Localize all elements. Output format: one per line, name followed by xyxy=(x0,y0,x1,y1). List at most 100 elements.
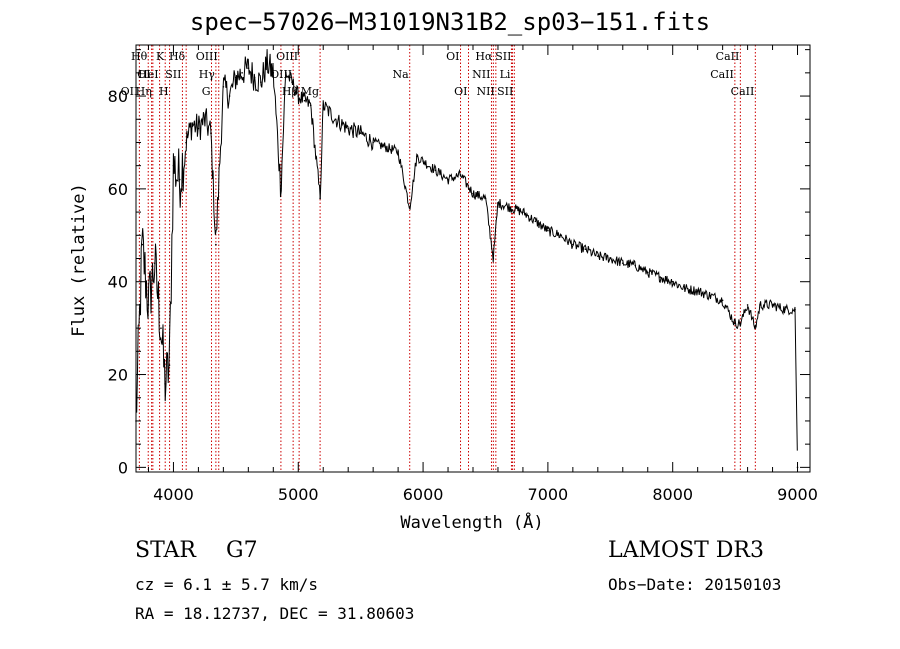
line-label: G xyxy=(202,85,211,98)
data-point xyxy=(215,243,217,246)
y-axis-label: Flux (relative) xyxy=(69,183,89,337)
object-class: STAR xyxy=(135,538,196,563)
y-tick-label: 0 xyxy=(118,458,128,477)
data-point xyxy=(422,160,424,162)
line-label: SII xyxy=(497,85,513,98)
line-label: Hγ xyxy=(199,68,216,81)
data-point xyxy=(172,164,175,167)
data-point xyxy=(347,127,349,130)
data-point xyxy=(303,99,306,102)
axis-ticks: 4000 5000 6000 7000 8000 9000 0 20 40 60 80 xyxy=(108,45,818,504)
data-point xyxy=(416,155,418,158)
data-point xyxy=(280,188,282,190)
line-label: Hθ xyxy=(131,50,148,63)
data-point xyxy=(397,150,399,153)
data-point xyxy=(319,197,321,199)
data-point xyxy=(559,234,562,237)
plot-frame xyxy=(135,44,811,473)
data-point xyxy=(334,118,337,121)
class-line: STAR G7 xyxy=(135,538,258,563)
data-point xyxy=(771,304,774,306)
data-point xyxy=(191,123,193,125)
data-point xyxy=(547,229,549,232)
line-label: SII xyxy=(495,50,511,63)
data-point xyxy=(784,308,786,311)
data-point xyxy=(646,271,649,274)
data-point xyxy=(164,383,166,385)
data-point xyxy=(322,104,325,107)
data-point xyxy=(746,304,749,306)
line-label: HeI xyxy=(138,68,158,81)
chart-title: spec−57026−M31019N31B2_sp03−151.fits xyxy=(189,8,711,36)
spectrum-series xyxy=(135,49,799,469)
line-markers xyxy=(138,45,756,472)
line-label: Li xyxy=(500,68,511,81)
data-point xyxy=(408,206,411,209)
data-point xyxy=(739,322,742,325)
data-point xyxy=(141,243,144,246)
line-label: SII xyxy=(165,68,181,81)
data-point xyxy=(734,322,736,325)
data-point xyxy=(509,206,512,209)
obs-date: Obs−Date: 20150103 xyxy=(608,575,782,594)
y-tick-label: 40 xyxy=(108,273,128,292)
data-point xyxy=(228,95,231,97)
data-point xyxy=(447,178,449,181)
data-point xyxy=(185,141,187,144)
data-point xyxy=(472,192,474,195)
line-label: OI xyxy=(137,68,150,81)
data-point xyxy=(222,85,225,88)
data-point xyxy=(621,262,624,264)
data-point xyxy=(372,141,374,144)
data-point xyxy=(247,67,250,70)
data-point xyxy=(584,248,587,251)
line-label: CaII xyxy=(716,50,740,63)
data-point xyxy=(235,76,237,79)
data-point xyxy=(684,287,686,290)
data-point xyxy=(272,72,275,74)
data-point xyxy=(721,299,724,302)
data-point xyxy=(459,174,462,176)
data-point xyxy=(160,327,162,329)
line-label: CaII xyxy=(731,85,755,98)
x-tick-label: 6000 xyxy=(403,485,444,504)
line-label: OI xyxy=(446,50,459,63)
x-tick-label: 8000 xyxy=(652,485,693,504)
data-point xyxy=(297,95,300,97)
line-label: Na xyxy=(393,68,410,81)
data-point xyxy=(434,169,437,172)
data-point xyxy=(696,290,699,292)
line-label: H xyxy=(159,85,169,98)
line-label: CaII xyxy=(710,68,734,81)
data-point xyxy=(384,146,387,148)
data-point xyxy=(210,132,212,134)
data-point xyxy=(794,308,796,311)
line-label: NII xyxy=(472,68,490,81)
x-axis-label: Wavelength (Å) xyxy=(400,511,543,533)
data-point xyxy=(153,262,156,264)
data-point xyxy=(253,76,256,79)
data-point xyxy=(709,294,711,297)
redshift-readout: cz = 6.1 ± 5.7 km/s xyxy=(135,575,319,594)
data-point xyxy=(759,304,761,306)
data-point xyxy=(597,255,599,257)
data-point xyxy=(522,211,524,213)
data-point xyxy=(484,197,487,199)
data-point xyxy=(241,72,243,74)
object-subclass: G7 xyxy=(226,538,258,563)
x-tick-label: 5000 xyxy=(278,485,319,504)
coordinates-readout: RA = 18.12737, DEC = 31.80603 xyxy=(135,604,415,623)
line-label: OIII xyxy=(270,68,292,81)
y-tick-label: 20 xyxy=(108,366,128,385)
line-label: Hη xyxy=(136,85,152,98)
survey-name: LAMOST DR3 xyxy=(608,538,764,563)
y-tick-label: 60 xyxy=(108,180,128,199)
data-point xyxy=(284,72,287,74)
line-label: Hα xyxy=(475,50,493,63)
data-point xyxy=(497,202,499,204)
line-label: OI xyxy=(454,85,467,98)
x-tick-label: 9000 xyxy=(777,485,818,504)
data-point xyxy=(178,178,181,181)
data-point xyxy=(572,243,574,246)
